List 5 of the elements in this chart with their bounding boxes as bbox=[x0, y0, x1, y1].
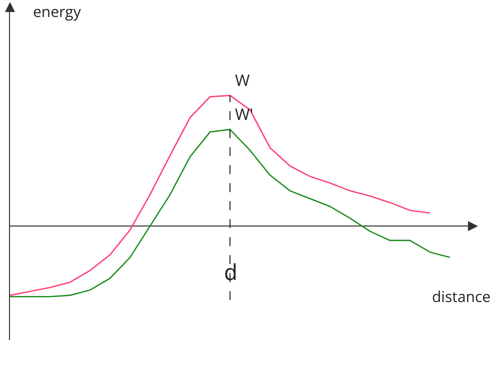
text: d bbox=[224, 257, 238, 287]
annotation: W' bbox=[235, 103, 254, 125]
text: W bbox=[235, 69, 250, 91]
x-axis-title: distance bbox=[432, 287, 491, 307]
y-axis-title: energy bbox=[33, 2, 82, 22]
